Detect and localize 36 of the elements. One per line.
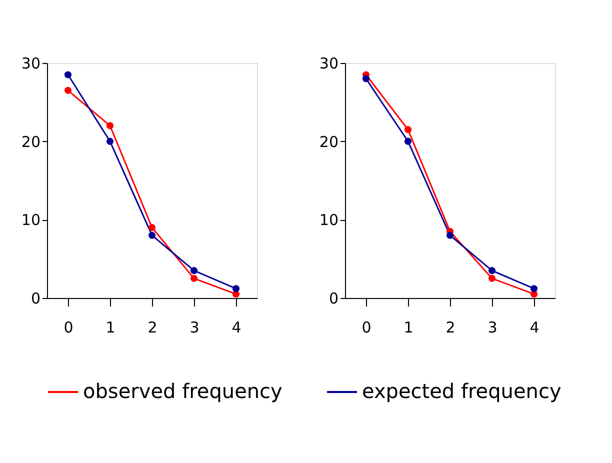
x-tick-label: 2	[148, 318, 158, 336]
point	[106, 122, 114, 130]
legend-label: observed frequency	[83, 379, 283, 403]
x-tick-label: 0	[362, 318, 372, 336]
y-tick-label: 20	[319, 132, 338, 151]
point	[190, 274, 198, 282]
y-tick-label: 10	[21, 211, 40, 230]
x-tick-label: 3	[190, 318, 200, 336]
y-tick-label: 20	[21, 132, 40, 151]
point	[362, 75, 370, 82]
y-tick-label: 30	[319, 54, 338, 72]
x-tick-label: 4	[530, 318, 540, 336]
y-tick-label: 10	[319, 211, 338, 230]
point	[106, 138, 114, 145]
point	[148, 224, 156, 232]
point	[488, 267, 496, 274]
x-tick-label: 1	[106, 318, 116, 336]
x-tick-label: 3	[488, 318, 498, 336]
point	[64, 71, 72, 78]
point	[404, 138, 412, 145]
x-tick-label: 0	[64, 318, 74, 336]
point	[530, 285, 538, 292]
x-tick-label: 4	[232, 318, 242, 336]
point	[148, 232, 156, 239]
y-tick-label: 0	[328, 290, 338, 308]
point	[64, 86, 72, 94]
point	[404, 126, 412, 134]
y-tick-label: 30	[21, 54, 40, 72]
point	[232, 285, 240, 292]
x-tick-label: 1	[404, 318, 414, 336]
legend-label: expected frequency	[362, 379, 562, 403]
point	[190, 267, 198, 274]
point	[488, 274, 496, 282]
x-tick-label: 2	[446, 318, 456, 336]
point	[446, 232, 454, 239]
y-tick-label: 0	[30, 290, 40, 308]
